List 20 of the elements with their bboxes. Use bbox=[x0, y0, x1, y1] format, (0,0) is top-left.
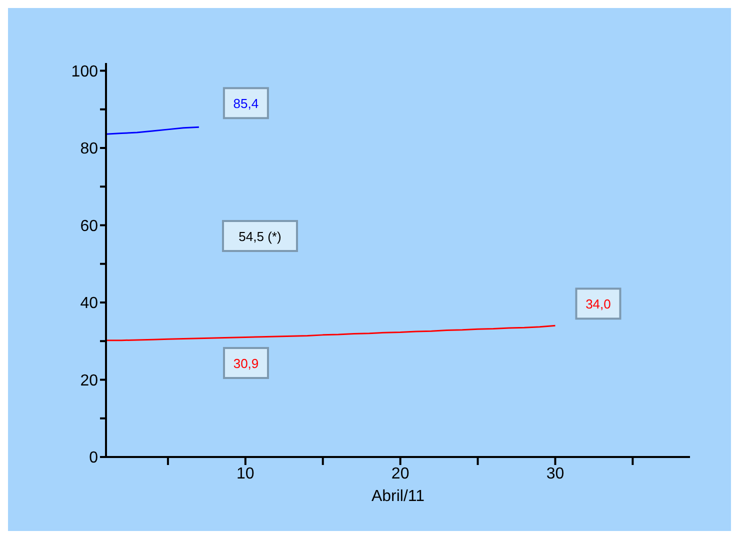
y-tick-label: 80 bbox=[80, 140, 98, 158]
annotation: 85,4 bbox=[233, 96, 259, 112]
label-box: 54,5 (*) bbox=[222, 220, 298, 252]
y-tick-label: 40 bbox=[80, 295, 98, 312]
label-box: 85,4 bbox=[222, 87, 269, 120]
y-tick-label: 0 bbox=[89, 450, 98, 467]
x-tick-label: 10 bbox=[236, 465, 254, 482]
annotation: 30,9 bbox=[233, 356, 259, 371]
line-series bbox=[106, 324, 556, 342]
y-tick-label: 100 bbox=[71, 63, 98, 80]
label-box: 34,0 bbox=[575, 288, 622, 320]
annotation: 54,5 (*) bbox=[238, 229, 282, 244]
line-series bbox=[106, 126, 200, 135]
x-tick-label: 20 bbox=[391, 465, 410, 482]
label-box: 30,9 bbox=[223, 347, 269, 379]
y-tick-label: 60 bbox=[80, 218, 98, 235]
x-tick-label: 30 bbox=[546, 465, 564, 482]
x-axis-title: Abril/11 bbox=[371, 488, 425, 505]
y-tick-label: 20 bbox=[80, 372, 98, 390]
annotation: 34,0 bbox=[586, 296, 611, 312]
